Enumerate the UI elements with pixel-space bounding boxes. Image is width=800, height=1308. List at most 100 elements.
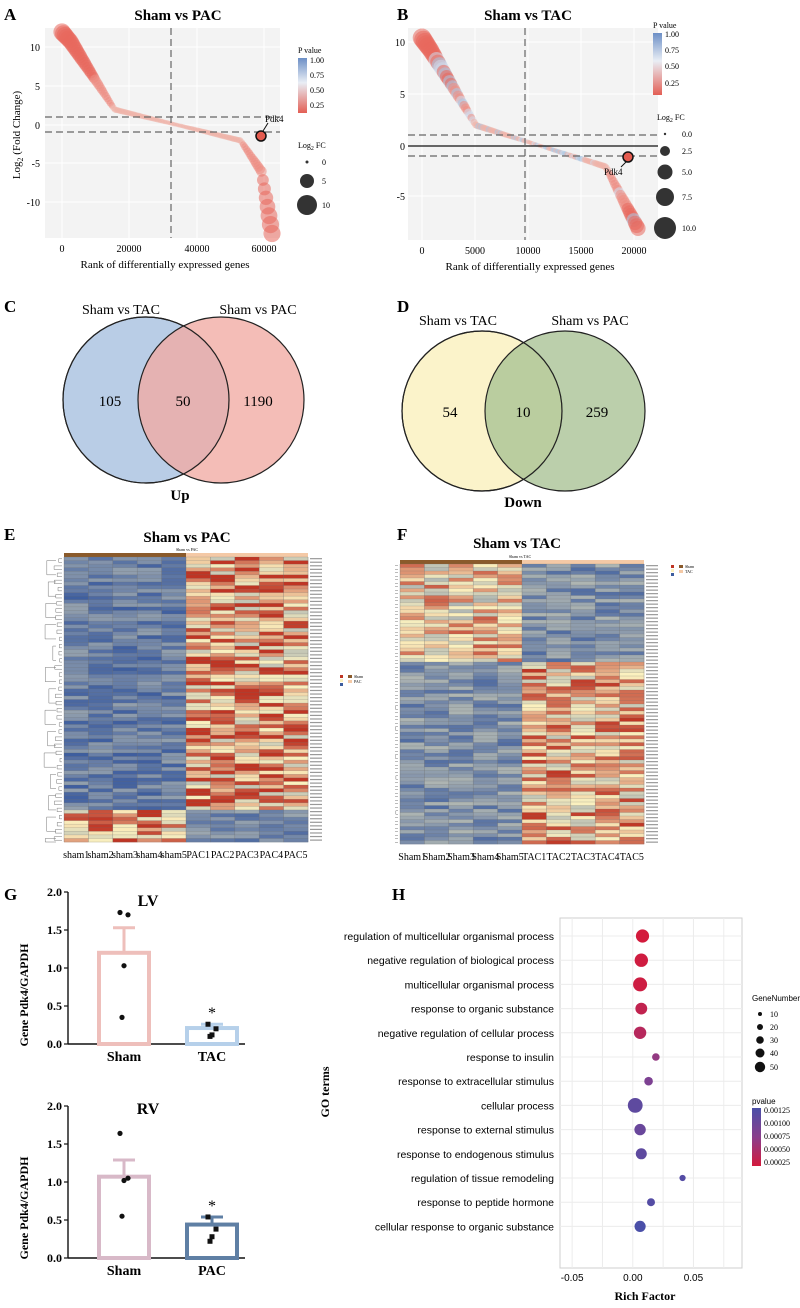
legend-label: Sham (354, 674, 364, 679)
heatmap-cell (112, 606, 138, 611)
pdk4-label: Pdk4 (265, 114, 284, 124)
heatmap-cell (522, 679, 547, 684)
heatmap-cell (210, 671, 236, 675)
heatmap-cell (448, 644, 474, 649)
heatmap-cell (473, 665, 498, 670)
gene-label-mark (310, 761, 322, 763)
heatmap-cell (619, 749, 645, 754)
heatmap-cell (497, 809, 523, 813)
heatmap-cell (88, 756, 114, 761)
heatmap-cell (497, 753, 523, 757)
heatmap-cell (137, 564, 162, 568)
heatmap-cell (424, 644, 450, 649)
heatmap-cell (234, 635, 260, 640)
heatmap-cell (186, 646, 211, 650)
heatmap-cell (522, 714, 547, 719)
heatmap-cell (161, 703, 187, 707)
heatmap-cell (88, 653, 114, 658)
dendrogram-branch (395, 775, 398, 780)
fc-size-label: 5.0 (682, 168, 692, 177)
column-label: PAC3 (235, 850, 259, 861)
heatmap-cell (186, 638, 211, 643)
heatmap-cell (400, 588, 425, 593)
heatmap-cell (424, 721, 450, 726)
heatmap-cell (88, 685, 114, 690)
heatmap-cell (259, 699, 284, 704)
dendrogram-branch (58, 722, 62, 727)
dendrogram-branch (395, 586, 398, 591)
heatmap-cell (522, 728, 547, 733)
lv-title: LV (138, 893, 159, 910)
heatmap-cell (424, 683, 450, 687)
dendrogram-branch (395, 593, 398, 598)
heatmap-cell (546, 697, 572, 701)
heatmap-cell (137, 614, 162, 618)
heatmap-cell (283, 720, 309, 725)
heatmap-cell (473, 805, 498, 810)
heatmap-cell (112, 638, 138, 643)
heatmap-cell (259, 831, 284, 836)
heatmap-cell (64, 589, 89, 593)
heatmap-cell (424, 816, 450, 820)
heatmap-cell (234, 585, 260, 590)
heatmap-cell (234, 792, 260, 796)
dendrogram-branch (395, 635, 398, 640)
heatmap-cell (400, 777, 425, 782)
heatmap-cell (473, 732, 498, 736)
dendrogram-branch (46, 816, 56, 832)
heatmap-cell (448, 588, 474, 593)
heatmap-cell (619, 774, 645, 778)
data-point (207, 1238, 213, 1244)
heatmap-cell (186, 653, 211, 658)
heatmap-cell (88, 838, 114, 843)
heatmap-cell (497, 788, 523, 792)
heatmap-cell (595, 693, 620, 698)
p-value-colorbar (653, 33, 662, 95)
heatmap-cell (448, 742, 474, 747)
heatmap-cell (137, 806, 162, 811)
heatmap-cell (88, 738, 114, 743)
dendrogram-branch (395, 572, 398, 577)
y-tick-label: 0.0 (47, 1037, 62, 1051)
heatmap-cell (283, 649, 309, 654)
go-term-dot (627, 1098, 643, 1113)
heatmap-cell (448, 753, 474, 757)
heatmap-cell (112, 777, 138, 782)
heatmap-cell (546, 641, 572, 645)
heatmap-cell (448, 728, 474, 733)
heatmap-cell (570, 763, 596, 768)
heatmap-cell (400, 826, 425, 831)
pvalue-ticks: 0.00125 0.00100 0.00075 0.00050 0.00025 (764, 1106, 790, 1167)
heatmap-cell (112, 831, 138, 836)
heatmap-cell (64, 574, 89, 579)
heatmap-cell (161, 578, 187, 583)
gene-label-mark (310, 575, 322, 578)
gene-number-legend-title: GeneNumber (752, 994, 800, 1003)
heatmap-cell (259, 820, 284, 825)
gene-label-mark (310, 640, 322, 642)
group-bar-sham (400, 560, 522, 564)
go-term-dot (635, 929, 650, 943)
x-tick-label: 40000 (185, 244, 210, 255)
heatmap-cell (64, 720, 89, 725)
heatmap-cell (546, 732, 572, 736)
heatmap-cell (64, 695, 89, 700)
heatmap-cell (283, 581, 309, 586)
heatmap-cell (595, 637, 620, 642)
heatmap-cell (473, 767, 498, 771)
heatmap-cell (595, 763, 620, 768)
heatmap-cell (186, 685, 211, 690)
heatmap-cell (473, 683, 498, 687)
heatmap-cell (186, 567, 211, 572)
heatmap-cell (161, 617, 187, 622)
heatmap-cell (424, 665, 450, 670)
heatmap-cell (137, 685, 162, 690)
go-term-dot (633, 1026, 647, 1039)
heatmap-cell (595, 662, 620, 666)
heatmap-cell (570, 711, 596, 715)
heatmap-cell (619, 686, 645, 691)
heatmap-cell (497, 767, 523, 771)
heatmap-cell (137, 827, 162, 832)
heatmap-cell (210, 603, 236, 608)
